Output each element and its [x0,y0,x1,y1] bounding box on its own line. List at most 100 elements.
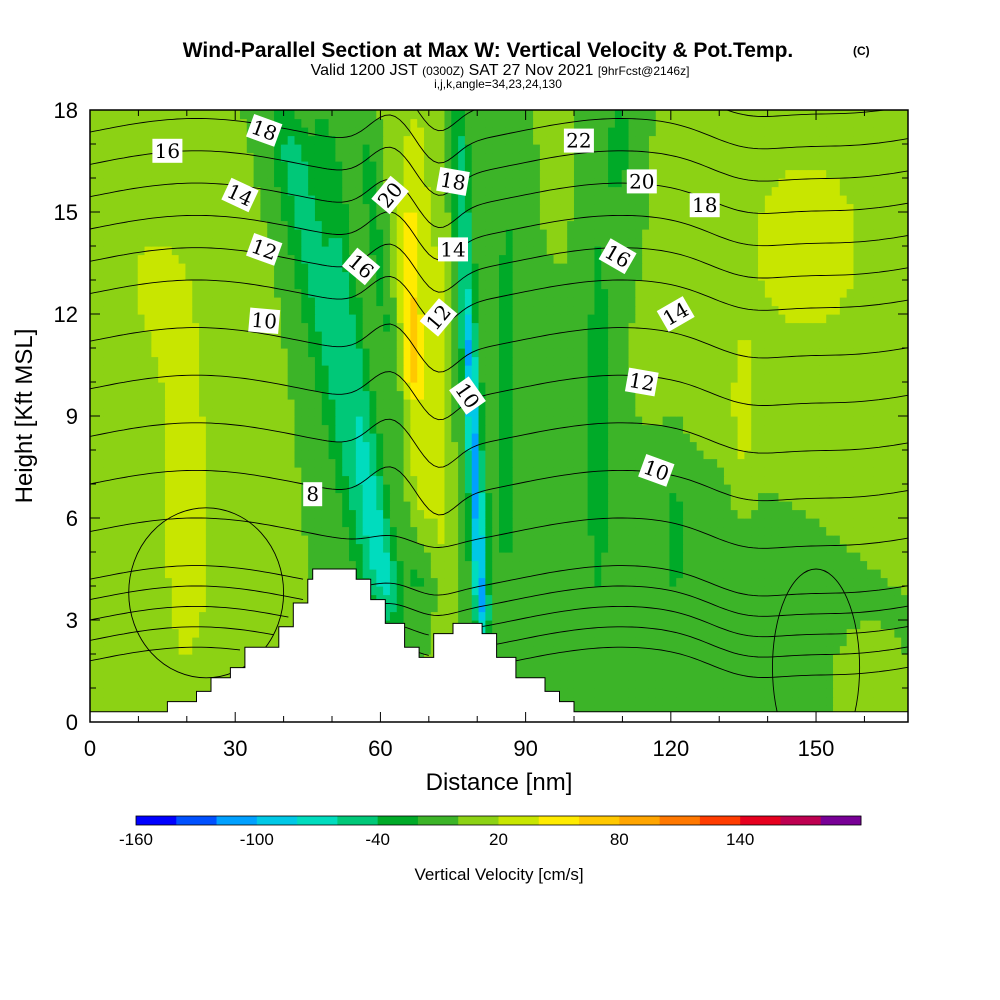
velocity-cell [580,679,589,689]
velocity-cell [328,509,336,519]
velocity-cell [321,552,330,562]
velocity-cell [267,390,275,400]
velocity-cell [860,560,868,570]
velocity-cell [560,594,568,604]
velocity-cell [608,433,616,443]
velocity-cell [710,611,718,621]
velocity-cell [505,373,514,383]
velocity-cell [628,407,636,417]
velocity-cell [437,594,446,604]
velocity-cell [539,577,548,587]
velocity-cell [764,671,773,681]
velocity-cell [499,535,507,545]
velocity-cell [730,390,739,400]
velocity-cell [308,509,316,519]
velocity-cell [212,424,221,434]
velocity-cell [553,373,561,383]
velocity-cell [710,450,718,460]
velocity-cell [260,390,268,400]
velocity-cell [758,696,766,706]
velocity-cell [839,526,848,536]
velocity-cell [110,526,118,536]
velocity-cell [335,416,343,426]
velocity-cell [458,569,466,579]
velocity-cell [669,679,677,689]
velocity-cell [778,628,786,638]
velocity-cell [567,518,575,528]
velocity-cell [130,382,139,392]
velocity-cell [730,433,739,443]
velocity-cell [860,484,868,494]
velocity-cell [110,484,118,494]
velocity-cell [410,441,418,451]
velocity-cell [533,390,541,400]
velocity-cell [710,501,718,511]
velocity-cell [744,492,752,502]
velocity-cell [764,424,773,434]
velocity-cell [424,611,432,621]
velocity-cell [110,645,118,655]
velocity-cell [451,467,459,477]
velocity-cell [737,594,745,604]
velocity-cell [723,671,732,681]
velocity-cell [798,501,807,511]
velocity-cell [151,433,159,443]
velocity-cell [642,518,650,528]
velocity-cell [785,484,793,494]
velocity-cell [362,543,371,553]
velocity-cell [839,543,848,553]
velocity-cell [567,390,575,400]
velocity-cell [901,705,908,715]
velocity-cell [389,569,398,579]
velocity-cell [601,407,609,417]
velocity-cell [839,492,848,502]
velocity-cell [764,518,773,528]
velocity-cell [751,390,759,400]
velocity-cell [144,594,152,604]
velocity-cell [471,424,480,434]
velocity-cell [90,586,98,596]
velocity-cell [151,696,159,706]
velocity-cell [894,399,902,409]
velocity-cell [349,484,357,494]
velocity-cell [901,501,908,511]
velocity-cell [485,603,493,613]
velocity-cell [90,645,98,655]
velocity-cell [710,416,718,426]
velocity-cell [376,569,384,579]
velocity-cell [199,390,207,400]
velocity-cell [696,705,705,715]
velocity-cell [880,441,889,451]
velocity-cell [212,492,221,502]
velocity-cell [812,484,820,494]
velocity-cell [696,399,705,409]
velocity-cell [696,424,705,434]
velocity-cell [96,628,105,638]
velocity-cell [744,543,752,553]
velocity-cell [478,518,486,528]
velocity-cell [648,399,657,409]
velocity-cell [274,475,282,485]
velocity-cell [655,688,664,698]
velocity-cell [737,569,745,579]
velocity-cell [560,620,568,630]
velocity-cell [444,526,452,536]
velocity-cell [894,569,902,579]
velocity-cell [833,560,841,570]
velocity-cell [274,458,282,468]
velocity-cell [219,373,227,383]
velocity-cell [621,611,630,621]
velocity-cell [430,433,439,443]
velocity-cell [117,484,125,494]
velocity-cell [219,637,227,647]
velocity-cell [689,518,698,528]
velocity-cell [751,662,759,672]
velocity-cell [880,611,889,621]
velocity-cell [642,654,650,664]
velocity-cell [683,458,691,468]
velocity-cell [130,637,139,647]
velocity-cell [158,569,166,579]
velocity-cell [546,492,555,502]
velocity-cell [178,450,187,460]
velocity-cell [710,407,718,417]
